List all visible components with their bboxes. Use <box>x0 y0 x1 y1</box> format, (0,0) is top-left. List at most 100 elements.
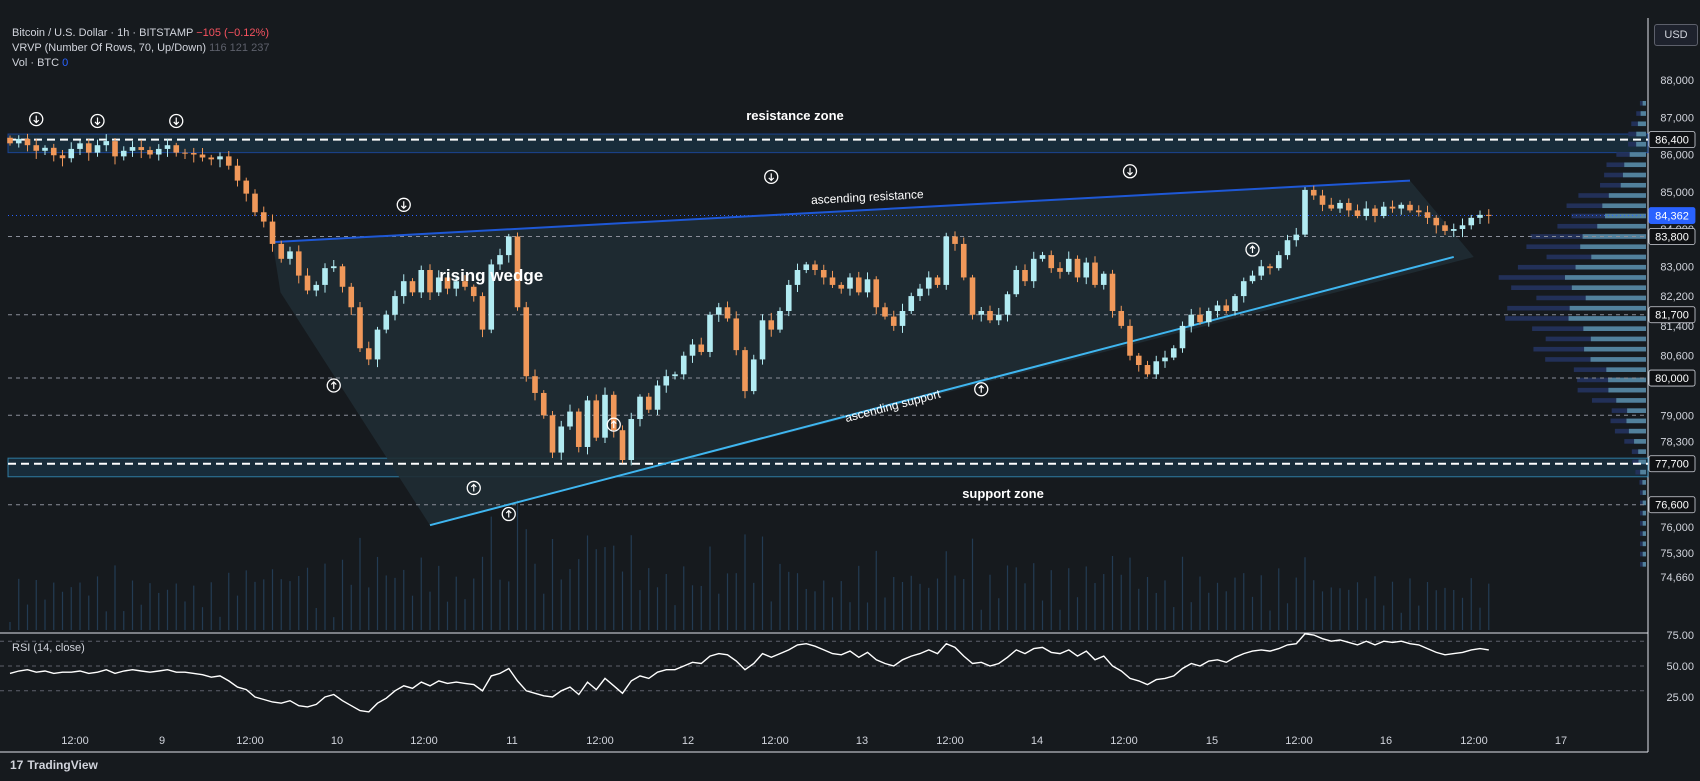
volume-bar <box>53 582 55 630</box>
volume-bar <box>1418 605 1420 630</box>
volume-bar <box>1181 556 1184 630</box>
annotation-rising-wedge: rising wedge <box>439 266 543 285</box>
candle-body <box>1214 305 1221 311</box>
volume-bar <box>411 595 414 630</box>
volume-bar <box>394 577 396 630</box>
volume-bar <box>1330 587 1332 630</box>
volume-bar <box>508 581 510 630</box>
profile-row-up <box>1640 111 1646 116</box>
candle-body <box>978 310 985 315</box>
volume-indicator-legend[interactable]: Vol · BTC 0 <box>12 56 68 70</box>
volume-bar <box>525 529 527 630</box>
profile-row-up <box>1626 418 1646 424</box>
candle-body <box>15 138 22 144</box>
rsi-axis-tick: 25.00 <box>1666 692 1694 704</box>
pivot-up-arrow-icon <box>326 378 341 393</box>
candle-body <box>593 400 600 438</box>
profile-row-up <box>1642 100 1646 106</box>
candle-body <box>435 277 442 293</box>
candle-body <box>243 180 250 194</box>
volume-bar <box>1461 597 1464 630</box>
current-price-label <box>1648 207 1696 224</box>
candle-body <box>287 251 293 259</box>
volume-bar <box>210 582 212 630</box>
pivot-arrow <box>33 115 40 124</box>
volume-bar <box>726 573 729 630</box>
candle-body <box>1275 255 1282 269</box>
volume-bar <box>1453 590 1455 630</box>
candle-body <box>155 148 162 155</box>
volume-bar <box>639 590 641 630</box>
candle-body <box>199 154 206 158</box>
volume-bar <box>910 575 912 630</box>
volume-bar <box>1111 555 1114 630</box>
profile-row-up <box>1568 316 1646 321</box>
volume-bar <box>779 563 781 630</box>
candle-body <box>1030 258 1037 282</box>
volume-bar <box>350 584 352 630</box>
candle-body <box>1065 258 1072 272</box>
tradingview-logo[interactable]: 17 TradingView <box>10 758 98 772</box>
volume-bar <box>1269 610 1271 630</box>
pivot-up-arrow-icon <box>466 480 481 496</box>
price-axis-tick: 83,000 <box>1660 261 1694 273</box>
time-axis-tick: 17 <box>1555 735 1567 747</box>
candle-body <box>85 143 92 153</box>
volume-bar <box>866 602 869 630</box>
volume-bar <box>1076 597 1079 630</box>
profile-row-up <box>1583 326 1646 331</box>
volume-bar <box>1426 582 1429 630</box>
volume-bar <box>718 593 720 630</box>
time-axis-tick: 15 <box>1206 735 1218 747</box>
pivot-arrow <box>505 509 512 518</box>
candle-body <box>470 286 477 297</box>
candle-body <box>1240 281 1247 297</box>
candle-body <box>365 348 372 360</box>
volume-bar <box>875 550 877 630</box>
volume-bar <box>1321 591 1324 630</box>
profile-row-up <box>1624 162 1646 168</box>
profile-row-up <box>1591 254 1646 260</box>
price-axis-tick: 78,300 <box>1660 436 1694 448</box>
zone-label: resistance zone <box>746 108 844 123</box>
candle-body <box>68 148 75 159</box>
pivot-down-arrow-icon <box>1122 164 1138 179</box>
pivot-up-arrow-icon <box>974 382 989 397</box>
profile-row-up <box>1638 449 1646 454</box>
volume-bar <box>481 556 484 630</box>
time-axis-tick: 10 <box>331 735 343 747</box>
volume-bar <box>1094 583 1096 630</box>
price-axis-tick: 85,000 <box>1660 187 1694 199</box>
volume-bar <box>674 605 676 630</box>
candle-body <box>479 296 486 330</box>
candle-body <box>497 255 503 265</box>
pivot-arrow <box>978 384 985 393</box>
profile-row-up <box>1637 121 1646 127</box>
candle-body <box>1389 206 1396 209</box>
rsi-axis-tick: 50.00 <box>1666 661 1694 673</box>
vrvp-indicator-legend[interactable]: VRVP (Number Of Rows, 70, Up/Down) 116 1… <box>12 41 269 55</box>
volume-bar <box>446 601 449 630</box>
candle-body <box>1328 204 1335 209</box>
time-axis-tick: 14 <box>1031 735 1043 747</box>
profile-row-up <box>1629 152 1646 157</box>
pivot-arrow <box>330 381 337 390</box>
candle-body <box>943 236 950 285</box>
volume-bar <box>219 616 221 630</box>
level-price-text: 81,700 <box>1655 310 1689 322</box>
candle-body <box>654 385 661 410</box>
candle-body <box>628 419 635 461</box>
candle-body <box>42 147 48 151</box>
profile-row-up <box>1575 264 1646 270</box>
zone-label: support zone <box>962 486 1044 501</box>
pivot-arrow <box>173 117 180 126</box>
price-axis-tick: 87,000 <box>1660 112 1694 124</box>
volume-bar <box>735 573 737 630</box>
volume-bar <box>9 622 11 630</box>
currency-button[interactable]: USD <box>1654 24 1698 46</box>
candle-body <box>768 320 775 330</box>
volume-bar <box>228 572 230 630</box>
volume-bar <box>1068 568 1070 630</box>
candle-body <box>488 264 495 330</box>
